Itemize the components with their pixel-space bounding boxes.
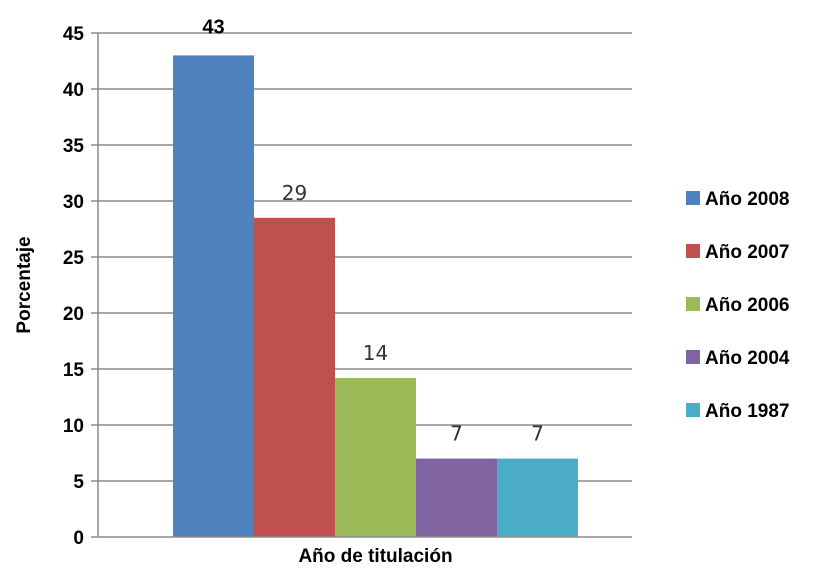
legend: Año 2008 Año 2007 Año 2006 Año 2004 Año 1987: [686, 189, 790, 422]
bar: [254, 217, 335, 538]
y-axis-ticks: 0 5 10 15 20 25 30 35 40 45: [63, 24, 98, 549]
data-label: 14: [363, 341, 388, 365]
legend-label: Año 2008: [705, 189, 789, 210]
y-tick-label: 25: [63, 248, 85, 269]
data-label: 7: [531, 422, 544, 446]
y-tick-label: 35: [63, 136, 85, 157]
bars: [173, 55, 578, 538]
bar: [335, 377, 416, 537]
legend-label: Año 1987: [705, 401, 789, 422]
data-labels: 43 29 14 7 7: [202, 16, 543, 445]
y-tick-label: 10: [63, 416, 84, 437]
y-tick-label: 45: [63, 24, 85, 45]
legend-swatch: [686, 297, 700, 311]
y-tick-label: 0: [73, 528, 84, 549]
x-axis-title: Año de titulación: [298, 546, 452, 567]
bar: [173, 55, 254, 538]
legend-swatch: [686, 191, 700, 205]
legend-swatch: [686, 350, 700, 364]
legend-swatch: [686, 244, 700, 258]
y-tick-label: 5: [73, 472, 84, 493]
data-label: 43: [202, 16, 224, 38]
legend-label: Año 2006: [705, 295, 789, 316]
y-tick-label: 15: [63, 360, 85, 381]
y-axis-title: Porcentaje: [14, 236, 35, 333]
legend-swatch: [686, 403, 700, 417]
legend-label: Año 2004: [705, 348, 790, 369]
data-label: 29: [282, 181, 307, 205]
bar: [416, 458, 497, 537]
y-tick-label: 40: [63, 80, 84, 101]
y-tick-label: 30: [63, 192, 84, 213]
legend-label: Año 2007: [705, 242, 789, 263]
data-label: 7: [450, 422, 463, 446]
y-tick-label: 20: [63, 304, 84, 325]
bar: [497, 458, 578, 537]
